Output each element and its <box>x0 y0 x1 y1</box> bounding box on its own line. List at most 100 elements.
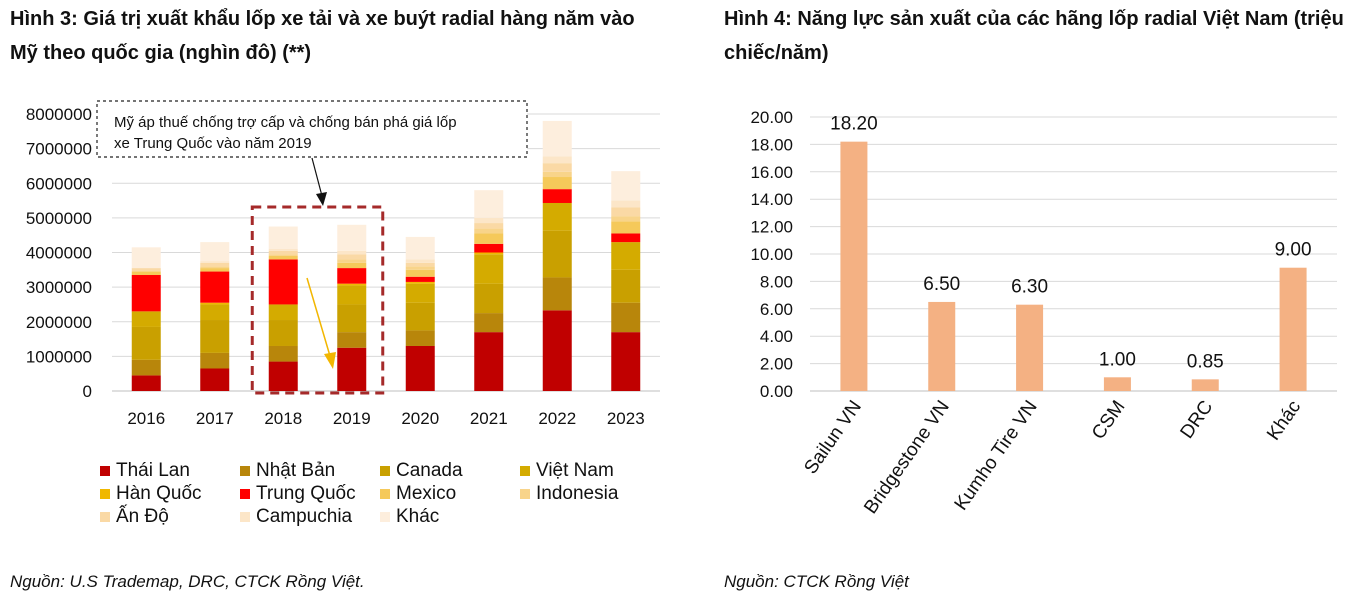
chart1-y-ticks: 0 1000000 2000000 3000000 4000000 5000000 6000… <box>26 105 92 401</box>
bar-2022-canada <box>542 230 572 278</box>
bar-2021-campuchia <box>474 217 504 224</box>
bar-2018-khac <box>268 226 298 250</box>
bar-2019-han-quoc <box>337 283 367 286</box>
chart2-y-ticks: 0.00 2.00 4.00 6.00 8.00 10.00 12.00 14.00 16.00… <box>750 108 793 401</box>
legend-swatch-canada <box>380 466 390 476</box>
chart1-x-ticks: 2016 2017 2018 2019 2020 2021 2022 2023 <box>127 409 644 428</box>
chart1-x-tick-label: 2021 <box>470 409 508 428</box>
chart2-y-tick-label: 4.00 <box>760 327 793 346</box>
bar-2018-thai-lan <box>268 361 298 391</box>
legend-swatch-thai-lan <box>100 466 110 476</box>
annotation-box <box>96 100 528 158</box>
bar-2020-indonesia <box>405 266 435 270</box>
chart2-y-tick-label: 16.00 <box>750 163 793 182</box>
trend-arrow <box>306 277 331 357</box>
bar-2020-mexico <box>405 269 435 277</box>
bar-2022-nhat-ban <box>542 277 572 311</box>
legend-swatch-khac <box>380 512 390 522</box>
chart1-x-tick-label: 2022 <box>538 409 576 428</box>
chart2-y-tick-label: 8.00 <box>760 272 793 291</box>
legend-swatch-nhat-ban <box>240 466 250 476</box>
chart1-y-tick-label: 6000000 <box>26 174 92 193</box>
data-label-bridgestone-vn: 6.50 <box>923 274 960 295</box>
bar-2019-indonesia <box>337 259 367 263</box>
bar-2022-trung-quoc <box>542 189 572 203</box>
legend-swatch-indonesia <box>520 489 530 499</box>
bar-2023-viet-nam <box>611 242 641 270</box>
chart1-y-tick-label: 1000000 <box>26 347 92 366</box>
bar-2020-viet-nam <box>405 283 435 303</box>
bar-2023-indonesia <box>611 216 641 222</box>
chart2-y-tick-label: 14.00 <box>750 190 793 209</box>
bar-2019-nhat-ban <box>337 332 367 348</box>
bar-2021-indonesia <box>474 228 504 234</box>
bar-2023-nhat-ban <box>611 302 641 333</box>
chart2-gridlines <box>810 116 1337 392</box>
bar-2023-thai-lan <box>611 332 641 391</box>
bar-2019-mexico <box>337 262 367 269</box>
bar-2017-mexico <box>200 268 230 272</box>
bar-2022-indonesia <box>542 171 572 178</box>
bar-2023-mexico <box>611 221 641 234</box>
bar-kumho-tire-vn <box>1016 304 1044 391</box>
chart1-y-tick-label: 3000000 <box>26 278 92 297</box>
bar-2019-khac <box>337 224 367 251</box>
bar-2021-viet-nam <box>474 254 504 284</box>
chart1-source: Nguồn: U.S Trademap, DRC, CTCK Rồng Việt… <box>10 572 365 591</box>
bar-2020-trung-quoc <box>405 276 435 282</box>
legend-label-mexico: Mexico <box>396 483 456 504</box>
bar-2019-thai-lan <box>337 347 367 391</box>
bar-2021-canada <box>474 283 504 314</box>
chart2-title: Hình 4: Năng lực sản xuất của các hãng l… <box>724 8 1344 64</box>
chart1-y-tick-label: 5000000 <box>26 209 92 228</box>
bar-2022-mexico <box>542 177 572 190</box>
bar-2016-viet-nam <box>131 311 161 327</box>
legend-label-canada: Canada <box>396 460 463 481</box>
legend-swatch-mexico <box>380 489 390 499</box>
bar-2017-viet-nam <box>200 304 230 321</box>
bar-2018-mexico <box>268 255 298 260</box>
bar-sailun-vn <box>840 141 868 391</box>
chart2-x-tick-label: Bridgestone VN <box>860 397 954 518</box>
bar-2017-canada <box>200 320 230 353</box>
chart2-x-tick-label: DRC <box>1177 397 1218 443</box>
bar-2016-mexico <box>131 271 161 276</box>
bar-2018-an-do <box>268 250 298 255</box>
legend-label-han-quoc: Hàn Quốc <box>116 483 202 504</box>
legend-label-campuchia: Campuchia <box>256 506 353 527</box>
chart2-bars <box>840 141 1307 391</box>
bar-2022-an-do <box>542 163 572 172</box>
bar-2017-an-do <box>200 262 230 267</box>
chart1-y-tick-label: 4000000 <box>26 244 92 263</box>
bar-2017-nhat-ban <box>200 352 230 369</box>
bar-2020-nhat-ban <box>405 330 435 346</box>
chart1-x-tick-label: 2023 <box>607 409 645 428</box>
bar-2020-han-quoc <box>405 281 435 284</box>
legend-swatch-trung-quoc <box>240 489 250 499</box>
chart1-x-tick-label: 2016 <box>127 409 165 428</box>
chart1-title: Hình 3: Giá trị xuất khẩu lốp xe tải và … <box>10 8 635 64</box>
chart1-annotation: Mỹ áp thuế chống trợ cấp và chống bán ph… <box>96 100 528 395</box>
legend-label-khac: Khác <box>396 506 439 527</box>
bar-2020-campuchia <box>405 259 435 263</box>
chart2-y-tick-label: 12.00 <box>750 218 793 237</box>
bar-2017-indonesia <box>200 266 230 269</box>
chart2-y-tick-label: 20.00 <box>750 108 793 127</box>
bar-2021-trung-quoc <box>474 243 504 253</box>
chart1-x-tick-label: 2020 <box>401 409 439 428</box>
bar-2022-thai-lan <box>542 310 572 391</box>
data-label-csm: 1.00 <box>1099 349 1136 370</box>
bar-2019-campuchia <box>337 250 367 255</box>
bar-2023-canada <box>611 269 641 303</box>
bar-2016-an-do <box>131 268 161 272</box>
annotation-line: xe Trung Quốc vào năm 2019 <box>114 135 312 152</box>
chart1-x-tick-label: 2019 <box>333 409 371 428</box>
annotation-arrow <box>311 157 323 197</box>
bar-2017-khac <box>200 242 230 262</box>
bar-2018-viet-nam <box>268 304 298 321</box>
chart1-x-tick-label: 2017 <box>196 409 234 428</box>
bar-2019-trung-quoc <box>337 268 367 284</box>
bar-2017-trung-quoc <box>200 271 230 303</box>
chart1-y-tick-label: 7000000 <box>26 140 92 159</box>
chart1-y-tick-label: 0 <box>83 382 92 401</box>
